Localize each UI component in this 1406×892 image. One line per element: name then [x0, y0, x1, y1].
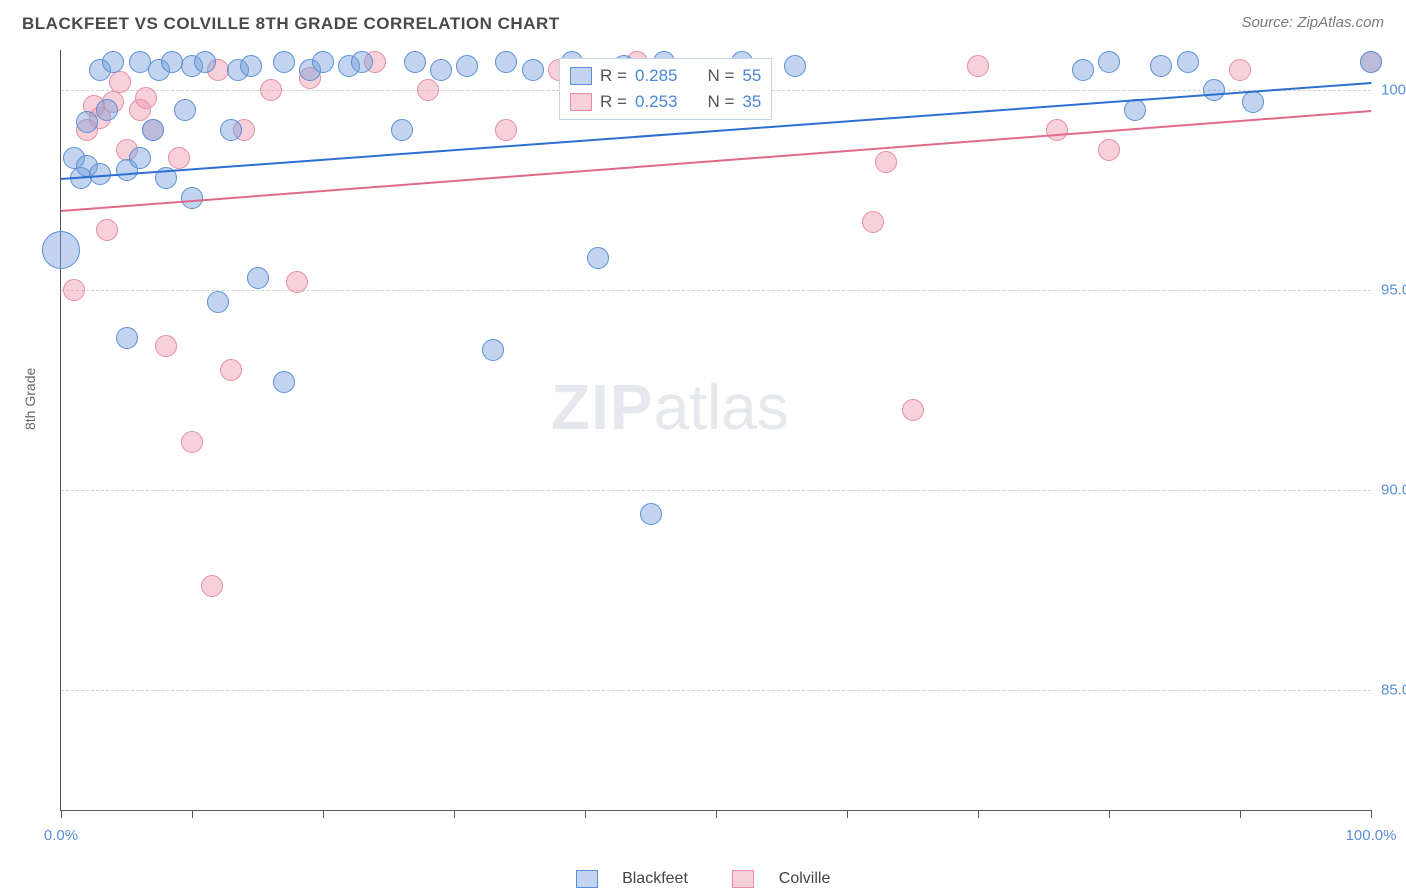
blackfeet-point: [207, 291, 229, 313]
blackfeet-point: [220, 119, 242, 141]
blackfeet-point: [96, 99, 118, 121]
x-tick: [61, 810, 62, 818]
colville-point: [1046, 119, 1068, 141]
blackfeet-point: [404, 51, 426, 73]
blackfeet-swatch-icon: [576, 870, 598, 888]
blackfeet-point: [784, 55, 806, 77]
watermark: ZIPatlas: [551, 370, 789, 444]
colville-point: [109, 71, 131, 93]
blackfeet-point: [42, 231, 80, 269]
colville-point: [862, 211, 884, 233]
blackfeet-swatch-icon: [570, 67, 592, 85]
blackfeet-point: [587, 247, 609, 269]
colville-point: [63, 279, 85, 301]
blackfeet-point: [161, 51, 183, 73]
colville-point: [181, 431, 203, 453]
blackfeet-point: [1150, 55, 1172, 77]
gridline: [61, 690, 1371, 691]
x-tick: [1240, 810, 1241, 818]
correlation-legend: R =0.285N =55R =0.253N =35: [559, 58, 772, 120]
blackfeet-point: [522, 59, 544, 81]
x-tick: [1371, 810, 1372, 818]
colville-point: [902, 399, 924, 421]
x-tick: [978, 810, 979, 818]
chart-title: BLACKFEET VS COLVILLE 8TH GRADE CORRELAT…: [22, 14, 560, 33]
chart-header: BLACKFEET VS COLVILLE 8TH GRADE CORRELAT…: [22, 14, 1384, 40]
blackfeet-point: [1360, 51, 1382, 73]
blackfeet-point: [129, 147, 151, 169]
blackfeet-point: [391, 119, 413, 141]
colville-point: [155, 335, 177, 357]
colville-swatch-icon: [732, 870, 754, 888]
colville-point: [96, 219, 118, 241]
x-tick: [192, 810, 193, 818]
colville-point: [967, 55, 989, 77]
x-tick: [454, 810, 455, 818]
blackfeet-point: [1242, 91, 1264, 113]
x-tick: [716, 810, 717, 818]
y-tick-label: 100.0%: [1381, 82, 1406, 99]
y-tick-label: 85.0%: [1381, 682, 1406, 699]
blackfeet-point: [247, 267, 269, 289]
x-tick: [847, 810, 848, 818]
blackfeet-point: [273, 51, 295, 73]
x-tick: [585, 810, 586, 818]
blackfeet-point: [1124, 99, 1146, 121]
legend-colville: Colville: [779, 870, 831, 887]
blackfeet-point: [351, 51, 373, 73]
blackfeet-point: [1203, 79, 1225, 101]
colville-point: [220, 359, 242, 381]
legend-blackfeet: Blackfeet: [622, 870, 688, 887]
y-tick-label: 90.0%: [1381, 482, 1406, 499]
blackfeet-point: [102, 51, 124, 73]
blackfeet-point: [456, 55, 478, 77]
colville-point: [168, 147, 190, 169]
blackfeet-point: [174, 99, 196, 121]
x-tick-label: 0.0%: [44, 827, 78, 844]
blackfeet-point: [76, 111, 98, 133]
colville-point: [286, 271, 308, 293]
colville-trendline: [61, 110, 1371, 212]
x-tick-label: 100.0%: [1346, 827, 1397, 844]
colville-point: [1098, 139, 1120, 161]
blackfeet-point: [116, 327, 138, 349]
colville-point: [260, 79, 282, 101]
blackfeet-point: [640, 503, 662, 525]
gridline: [61, 490, 1371, 491]
blackfeet-point: [1098, 51, 1120, 73]
colville-point: [495, 119, 517, 141]
blackfeet-point: [482, 339, 504, 361]
y-tick-label: 95.0%: [1381, 282, 1406, 299]
blackfeet-point: [312, 51, 334, 73]
blackfeet-point: [495, 51, 517, 73]
source-label: Source: ZipAtlas.com: [1241, 14, 1384, 31]
scatter-plot: ZIPatlas 100.0%95.0%90.0%85.0%0.0%100.0%…: [60, 50, 1371, 811]
colville-point: [1229, 59, 1251, 81]
blackfeet-point: [430, 59, 452, 81]
blackfeet-point: [181, 187, 203, 209]
colville-point: [135, 87, 157, 109]
x-tick: [1109, 810, 1110, 818]
blackfeet-point: [194, 51, 216, 73]
y-axis-label: 8th Grade: [22, 368, 38, 430]
blackfeet-point: [273, 371, 295, 393]
blackfeet-point: [1072, 59, 1094, 81]
colville-swatch-icon: [570, 93, 592, 111]
colville-point: [417, 79, 439, 101]
x-tick: [323, 810, 324, 818]
gridline: [61, 290, 1371, 291]
blackfeet-point: [142, 119, 164, 141]
colville-point: [201, 575, 223, 597]
blackfeet-point: [240, 55, 262, 77]
blackfeet-point: [1177, 51, 1199, 73]
colville-point: [875, 151, 897, 173]
legend-bottom: Blackfeet Colville: [0, 870, 1406, 888]
